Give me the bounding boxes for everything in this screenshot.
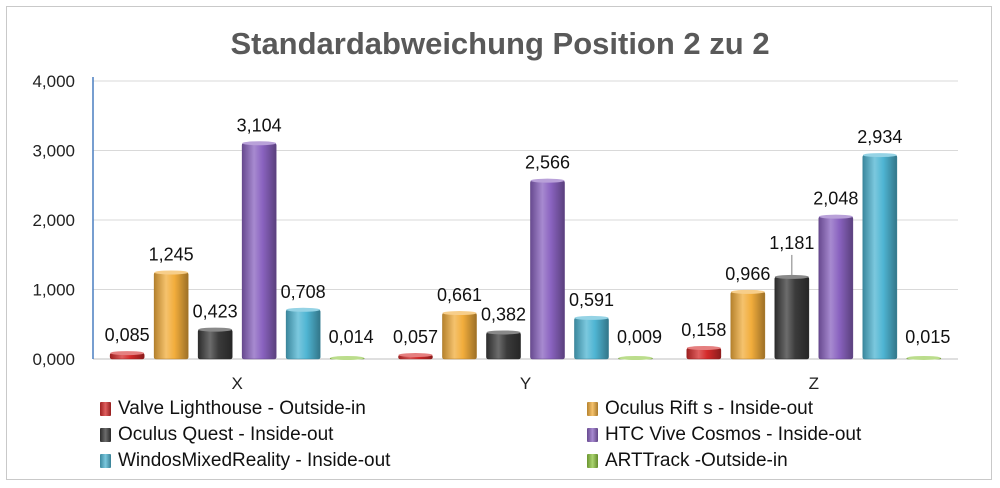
- y-tick-label: 2,000: [32, 211, 75, 230]
- chart-title: Standardabweichung Position 2 zu 2: [230, 26, 770, 61]
- bar: [241, 142, 277, 360]
- bar: [818, 216, 854, 360]
- bar-cap: [154, 270, 189, 275]
- data-label: 0,591: [569, 290, 614, 310]
- x-tick-label: Z: [809, 374, 819, 393]
- bar: [730, 291, 766, 360]
- data-label: 0,158: [681, 320, 726, 340]
- x-tick-label: Y: [520, 374, 531, 393]
- bar-cap: [486, 330, 521, 335]
- bar: [774, 276, 810, 360]
- bar-cap: [862, 153, 897, 158]
- data-label: 2,048: [813, 189, 858, 209]
- data-label: 0,009: [617, 327, 662, 347]
- data-label: 0,014: [329, 327, 374, 347]
- bar: [197, 329, 233, 360]
- data-label: 0,423: [193, 302, 238, 322]
- data-label: 0,661: [437, 285, 482, 305]
- bar-cap: [618, 356, 653, 360]
- bar-cap: [574, 315, 609, 320]
- bar-cap: [730, 289, 765, 294]
- y-tick-label: 4,000: [32, 72, 75, 91]
- data-label: 1,181: [769, 233, 814, 253]
- bar-cap: [398, 353, 433, 358]
- bar-cap: [818, 214, 853, 219]
- bar: [486, 332, 521, 360]
- bar-cap: [530, 178, 565, 183]
- data-label: 3,104: [237, 115, 282, 135]
- data-label: 1,245: [149, 244, 194, 264]
- data-label: 0,085: [105, 325, 150, 345]
- bar: [442, 312, 477, 360]
- bar: [862, 154, 898, 360]
- bar-cap: [442, 311, 477, 316]
- bar-cap: [774, 274, 809, 279]
- bar: [153, 272, 189, 360]
- bar-cap: [330, 356, 365, 360]
- data-label: 0,708: [281, 282, 326, 302]
- y-tick-label: 3,000: [32, 142, 75, 161]
- bar-cap: [110, 351, 145, 356]
- bar-cap: [198, 327, 233, 332]
- data-label: 2,934: [857, 127, 902, 147]
- bar: [285, 309, 321, 360]
- data-label: 0,966: [725, 264, 770, 284]
- data-label: 0,015: [905, 327, 950, 347]
- x-tick-label: X: [231, 374, 242, 393]
- bar-cap: [286, 307, 321, 312]
- bar-cap: [906, 355, 941, 360]
- data-label: 0,057: [393, 327, 438, 347]
- data-label: 0,382: [481, 304, 526, 324]
- bar-cap: [242, 141, 277, 146]
- y-tick-label: 0,000: [32, 350, 75, 369]
- bar: [530, 180, 565, 360]
- y-tick-label: 1,000: [32, 281, 75, 300]
- bar: [574, 317, 609, 360]
- data-label: 2,566: [525, 153, 570, 173]
- bar-cap: [686, 346, 721, 351]
